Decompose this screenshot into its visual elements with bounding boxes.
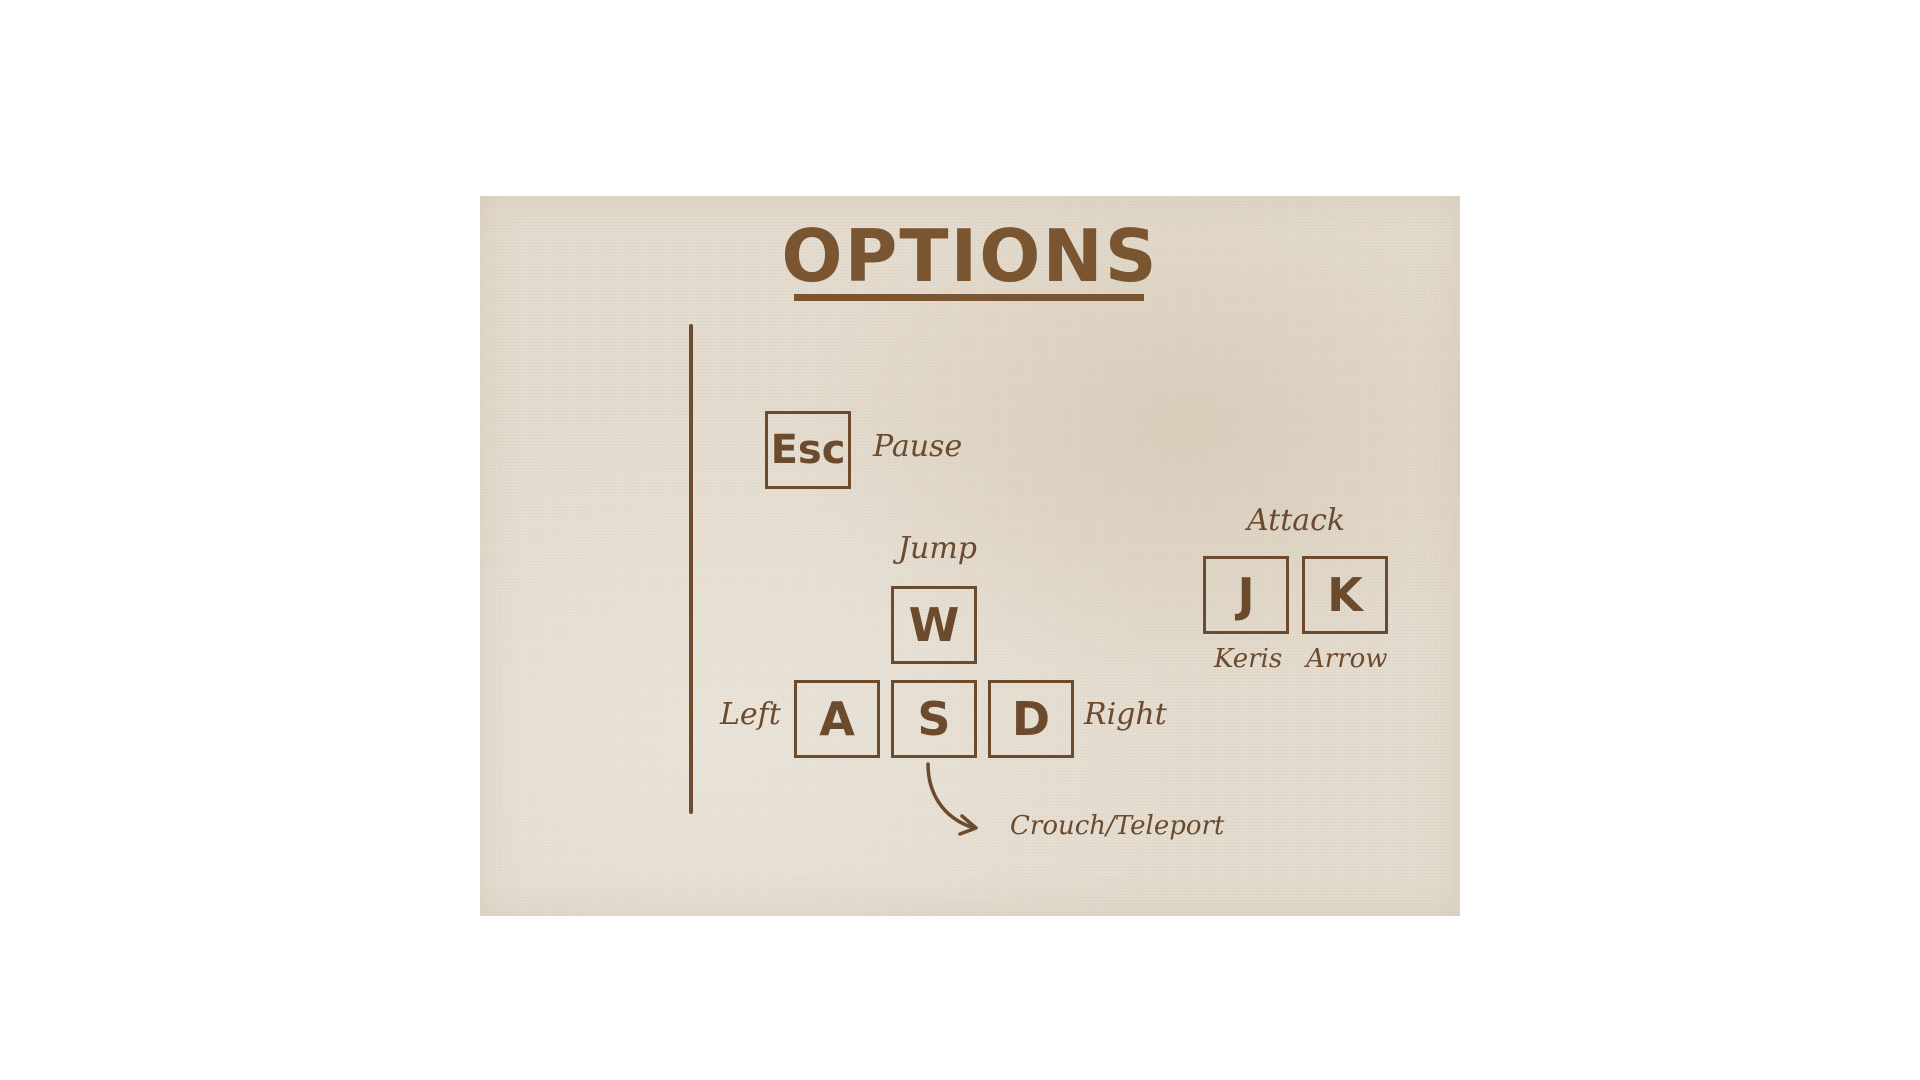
options-title: OPTIONS	[781, 214, 1159, 298]
left-label: Left	[720, 697, 781, 732]
esc-key[interactable]: Esc	[765, 411, 851, 489]
options-panel: OPTIONS Esc Pause Jump W Left A S D Righ…	[480, 196, 1460, 916]
crouch-teleport-label: Crouch/Teleport	[1010, 811, 1225, 841]
curved-arrow-icon	[926, 762, 978, 836]
jump-label: Jump	[898, 531, 977, 566]
title-underline	[794, 294, 1144, 301]
attack-label: Attack	[1247, 503, 1346, 538]
keris-label: Keris	[1214, 644, 1283, 674]
a-key[interactable]: A	[794, 680, 880, 758]
w-key[interactable]: W	[891, 586, 977, 664]
k-key[interactable]: K	[1302, 556, 1388, 634]
d-key[interactable]: D	[988, 680, 1074, 758]
vertical-divider	[689, 324, 693, 814]
j-key[interactable]: J	[1203, 556, 1289, 634]
arrow-label: Arrow	[1306, 644, 1388, 674]
pause-label: Pause	[873, 429, 963, 464]
right-label: Right	[1084, 697, 1167, 732]
s-key[interactable]: S	[891, 680, 977, 758]
